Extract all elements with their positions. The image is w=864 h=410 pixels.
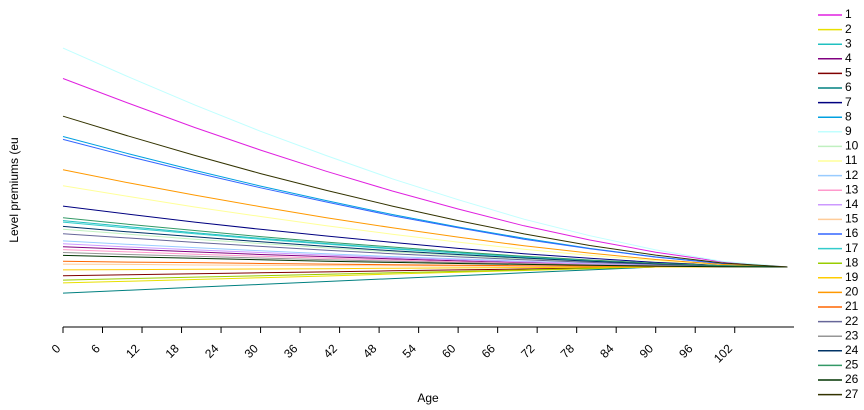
legend-label: 25 — [845, 358, 859, 372]
x-tick-label: 72 — [518, 341, 538, 361]
series-line — [62, 138, 788, 268]
legend-label: 2 — [845, 22, 852, 36]
x-tick-label: 36 — [281, 341, 301, 361]
legend-label: 27 — [845, 387, 859, 401]
legend-label: 8 — [845, 109, 852, 123]
legend-label: 6 — [845, 80, 852, 94]
legend-label: 3 — [845, 36, 852, 50]
legend-label: 16 — [845, 226, 859, 240]
legend-label: 23 — [845, 328, 859, 342]
x-tick-label: 96 — [676, 341, 696, 361]
legend-label: 15 — [845, 212, 859, 226]
series-line — [62, 205, 788, 268]
x-tick-label: 54 — [400, 341, 420, 361]
legend-label: 4 — [845, 51, 852, 65]
legend-label: 7 — [845, 95, 852, 109]
legend-label: 17 — [845, 241, 859, 255]
x-tick-label: 78 — [558, 341, 578, 361]
series-line — [62, 217, 788, 268]
series-line — [62, 185, 788, 268]
legend-label: 9 — [845, 124, 852, 138]
series-line — [62, 78, 788, 268]
legend-label: 18 — [845, 255, 859, 269]
series-line — [62, 254, 788, 268]
legend-label: 21 — [845, 299, 859, 313]
series-line — [62, 225, 788, 268]
legend-label: 11 — [845, 153, 858, 167]
x-tick-label: 90 — [637, 341, 657, 361]
x-tick-label: 6 — [88, 341, 103, 356]
x-tick-label: 60 — [439, 341, 459, 361]
legend-label: 14 — [845, 197, 859, 211]
legend-label: 13 — [845, 182, 859, 196]
x-tick-label: 30 — [242, 341, 262, 361]
legend-label: 5 — [845, 66, 852, 80]
series-line — [62, 266, 788, 271]
series-line — [62, 169, 788, 268]
y-axis-label: Level premiums (eu — [7, 137, 21, 242]
x-axis-label: Age — [417, 391, 439, 405]
series-line — [62, 115, 788, 268]
x-tick-label: 0 — [49, 341, 64, 356]
legend-label: 22 — [845, 314, 859, 328]
x-tick-label: 102 — [711, 341, 735, 365]
x-tick-label: 42 — [321, 341, 341, 361]
series-line — [62, 136, 788, 268]
legend-label: 1 — [845, 7, 852, 21]
x-tick-label: 24 — [202, 341, 222, 361]
legend-label: 19 — [845, 270, 859, 284]
series-line — [62, 47, 788, 268]
legend-label: 26 — [845, 372, 859, 386]
legend-label: 12 — [845, 168, 859, 182]
x-tick-label: 66 — [479, 341, 499, 361]
x-tick-label: 18 — [163, 341, 183, 361]
x-tick-label: 84 — [597, 341, 617, 361]
legend-label: 10 — [845, 139, 859, 153]
legend-label: 20 — [845, 285, 859, 299]
legend-label: 24 — [845, 343, 859, 357]
x-tick-label: 12 — [123, 341, 143, 361]
series-line — [62, 233, 788, 268]
x-tick-label: 48 — [360, 341, 380, 361]
